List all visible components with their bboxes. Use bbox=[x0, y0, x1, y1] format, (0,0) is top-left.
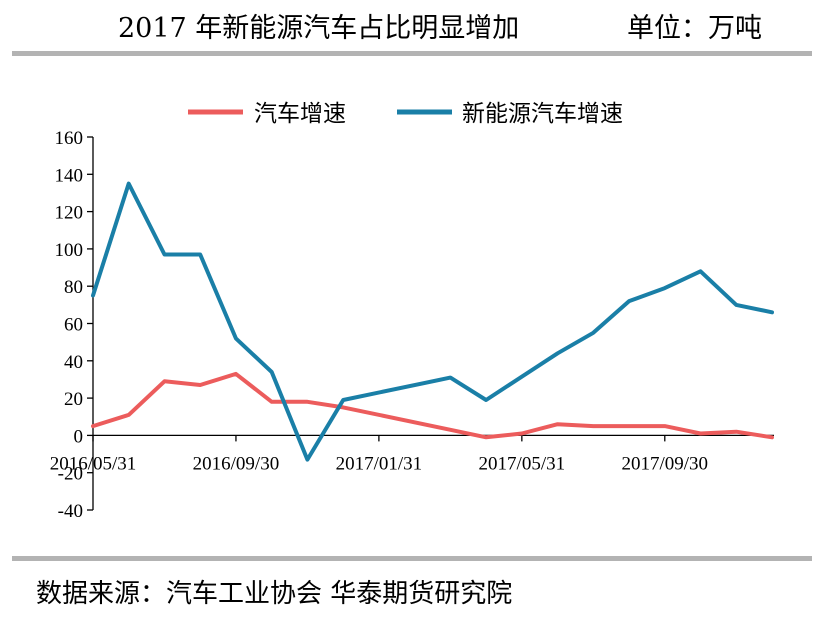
y-tick-label: 60 bbox=[64, 315, 83, 336]
chart-title: 2017 年新能源汽车占比明显增加 bbox=[118, 13, 520, 44]
y-tick-label: 160 bbox=[55, 128, 84, 149]
series-lines bbox=[91, 181, 774, 462]
y-tick-label: 40 bbox=[64, 352, 83, 373]
x-tick-label: 2017/05/31 bbox=[479, 453, 566, 474]
x-tick-label: 2017/01/31 bbox=[336, 453, 423, 474]
y-tick-label: 100 bbox=[55, 240, 84, 261]
legend: 汽车增速 新能源汽车增速 bbox=[188, 101, 623, 127]
y-tick-label: 80 bbox=[64, 277, 83, 298]
y-tick-label: 140 bbox=[55, 165, 84, 186]
x-tick-label: 2016/05/31 bbox=[50, 453, 137, 474]
series-line-auto bbox=[91, 371, 774, 440]
source-note: 数据来源：汽车工业协会 华泰期货研究院 bbox=[36, 579, 513, 609]
bottom-divider bbox=[12, 556, 812, 561]
y-tick-label: -20 bbox=[58, 464, 83, 485]
y-tick-label: 120 bbox=[55, 203, 84, 224]
y-axis: -40 -20 0 20 40 60 80 100 120 140 160 bbox=[55, 128, 94, 522]
x-tick-label: 2017/09/30 bbox=[622, 453, 709, 474]
x-axis: 2016/05/31 2016/09/30 2017/01/31 2017/05/31… bbox=[50, 434, 774, 474]
series-line-nev bbox=[91, 181, 774, 462]
legend-label-auto: 汽车增速 bbox=[254, 101, 346, 127]
x-tick-label: 2016/09/30 bbox=[193, 453, 280, 474]
unit-label: 单位：万吨 bbox=[627, 13, 762, 44]
y-tick-label: 20 bbox=[64, 389, 83, 410]
top-divider bbox=[12, 51, 812, 56]
legend-label-nev: 新能源汽车增速 bbox=[462, 101, 623, 127]
y-tick-label: -40 bbox=[58, 501, 83, 522]
y-tick-label: 0 bbox=[74, 426, 84, 447]
